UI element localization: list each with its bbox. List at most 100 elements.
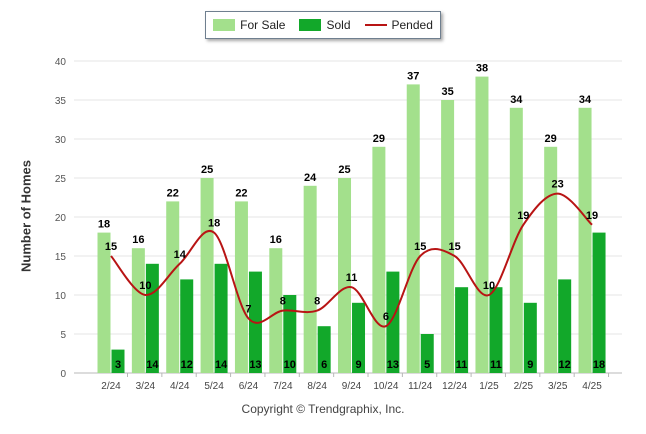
pended-value-label: 23 <box>552 179 564 191</box>
pended-value-label: 15 <box>414 241 426 253</box>
pended-value-label: 14 <box>174 249 187 261</box>
for-sale-value-label: 22 <box>167 187 179 199</box>
sold-value-label: 13 <box>387 359 399 371</box>
sold-bar <box>180 279 194 373</box>
for-sale-bar <box>338 178 352 373</box>
y-tick-label: 5 <box>60 330 66 341</box>
pended-value-label: 15 <box>105 241 117 253</box>
for-sale-bar <box>269 248 283 373</box>
x-tick-label: 9/24 <box>342 381 362 392</box>
x-tick-label: 6/24 <box>239 381 259 392</box>
x-tick-label: 10/24 <box>373 381 398 392</box>
bars <box>97 76 610 377</box>
sold-value-label: 18 <box>593 359 605 371</box>
for-sale-value-label: 34 <box>579 94 592 106</box>
sold-bar <box>214 263 228 373</box>
x-tick-label: 2/25 <box>514 381 534 392</box>
for-sale-bar <box>200 178 214 373</box>
y-tick-label: 15 <box>55 252 67 263</box>
for-sale-value-label: 18 <box>98 219 110 231</box>
sold-bar <box>420 334 434 373</box>
pended-value-label: 19 <box>586 210 598 222</box>
for-sale-value-label: 24 <box>304 172 317 184</box>
legend-item-sold[interactable]: Sold <box>299 18 351 32</box>
for-sale-bar <box>166 201 180 373</box>
sold-value-label: 13 <box>249 359 261 371</box>
pended-swatch <box>364 24 387 26</box>
for-sale-bar <box>234 201 248 373</box>
pended-value-label: 10 <box>139 280 151 292</box>
pended-value-label: 7 <box>245 303 251 315</box>
for-sale-value-label: 34 <box>510 94 523 106</box>
pended-value-label: 19 <box>517 210 529 222</box>
data-labels: 18 3 16 14 22 12 25 14 22 13 16 10 24 6 25 9 29 13 37 5 35 11… <box>98 63 605 371</box>
for-sale-value-label: 35 <box>441 86 453 98</box>
for-sale-value-label: 29 <box>373 133 385 145</box>
sold-value-label: 6 <box>321 359 327 371</box>
y-tick-label: 20 <box>55 213 67 224</box>
for-sale-bar <box>131 248 145 373</box>
x-tick-label: 8/24 <box>307 381 327 392</box>
sold-value-label: 9 <box>355 359 361 371</box>
y-tick-label: 30 <box>55 135 67 146</box>
x-tick-label: 12/24 <box>442 381 467 392</box>
copyright-footer: Copyright © Trendgraphix, Inc. <box>241 402 405 416</box>
y-tick-labels: 0 5 10 15 20 25 30 35 40 <box>55 57 67 380</box>
pended-line <box>110 192 593 328</box>
legend-item-for-sale[interactable]: For Sale <box>213 18 285 32</box>
sold-bar <box>317 326 331 373</box>
legend-label-for-sale: For Sale <box>240 18 286 32</box>
x-tick-labels: 2/24 3/24 4/24 5/24 6/24 7/24 8/24 9/24 10/24 11/… <box>101 381 602 392</box>
sold-value-label: 12 <box>181 359 193 371</box>
for-sale-value-label: 38 <box>476 63 488 75</box>
pended-value-label: 15 <box>448 241 460 253</box>
sold-value-label: 11 <box>456 359 468 371</box>
sold-bar <box>558 279 572 373</box>
sold-bar <box>352 302 366 373</box>
sold-bar <box>283 295 297 373</box>
pended-value-label: 11 <box>346 272 358 284</box>
sold-bar <box>386 271 400 373</box>
sold-value-label: 3 <box>115 359 121 371</box>
for-sale-bar <box>544 146 558 373</box>
sold-value-label: 14 <box>146 359 159 371</box>
for-sale-value-label: 22 <box>235 187 247 199</box>
sold-value-label: 11 <box>490 359 502 371</box>
sold-value-label: 14 <box>215 359 228 371</box>
for-sale-bar <box>97 232 111 373</box>
for-sale-bar <box>441 100 455 373</box>
for-sale-value-label: 16 <box>132 234 144 246</box>
sold-swatch <box>299 19 322 31</box>
y-axis-title: Number of Homes <box>18 160 34 272</box>
for-sale-value-label: 25 <box>201 164 213 176</box>
pended-value-label: 8 <box>314 296 320 308</box>
for-sale-bar <box>372 146 386 373</box>
y-tick-label: 0 <box>60 369 66 380</box>
x-tick-label: 4/25 <box>582 381 602 392</box>
y-tick-label: 40 <box>55 57 67 68</box>
legend-label-sold: Sold <box>326 18 351 32</box>
sold-value-label: 12 <box>559 359 571 371</box>
for-sale-value-label: 29 <box>545 133 557 145</box>
pended-value-label: 10 <box>483 280 495 292</box>
y-tick-label: 35 <box>55 96 67 107</box>
for-sale-bar <box>475 76 489 373</box>
sold-value-label: 9 <box>527 359 533 371</box>
for-sale-value-label: 25 <box>338 164 350 176</box>
sold-value-label: 10 <box>284 359 296 371</box>
sold-bar <box>111 349 125 373</box>
sold-value-label: 5 <box>424 359 430 371</box>
pended-value-label: 18 <box>208 218 220 230</box>
for-sale-bar <box>303 185 317 373</box>
sold-bar <box>455 287 469 373</box>
y-tick-label: 25 <box>55 174 67 185</box>
x-tick-label: 4/24 <box>170 381 190 392</box>
legend-item-pended[interactable]: Pended <box>364 18 433 32</box>
sold-bar <box>592 232 606 373</box>
pended-series-line <box>110 192 593 328</box>
pended-value-label: 8 <box>280 296 286 308</box>
pended-value-label: 6 <box>383 311 389 323</box>
x-tick-label: 11/24 <box>408 381 433 392</box>
for-sale-swatch <box>213 19 236 31</box>
